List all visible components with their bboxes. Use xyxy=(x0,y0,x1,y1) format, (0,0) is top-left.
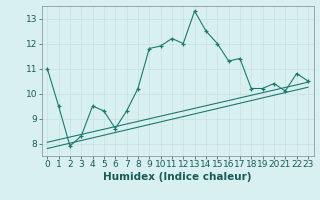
X-axis label: Humidex (Indice chaleur): Humidex (Indice chaleur) xyxy=(103,172,252,182)
